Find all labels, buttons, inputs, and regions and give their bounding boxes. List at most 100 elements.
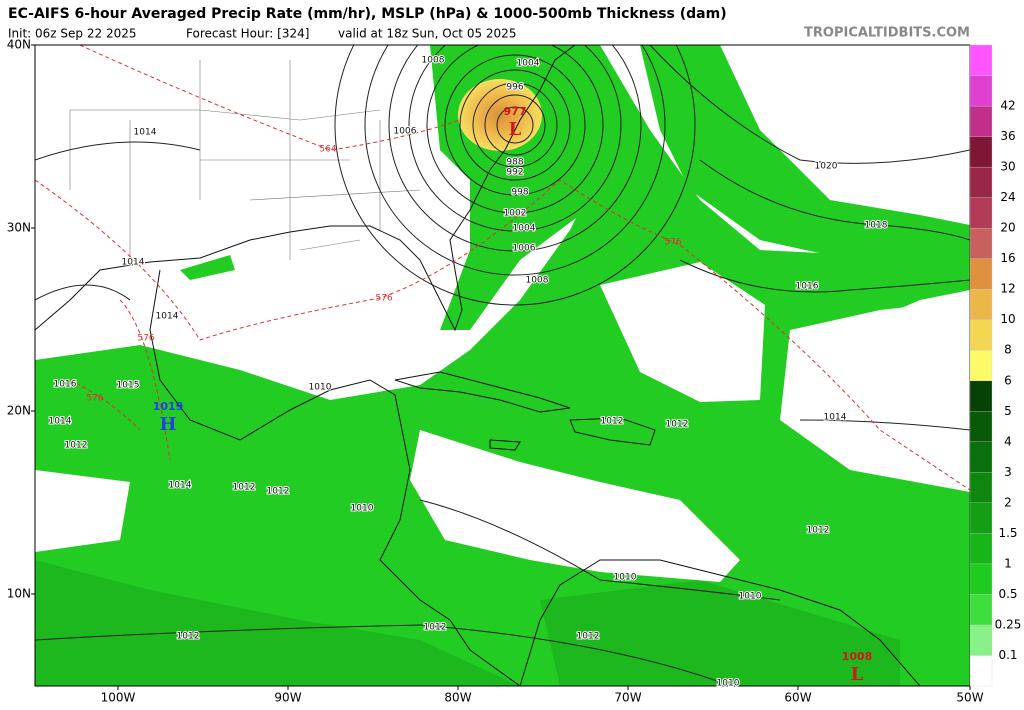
isobar-label: 1012 xyxy=(424,623,447,633)
colorbar-swatch xyxy=(969,563,993,595)
colorbar-label: 20 xyxy=(1000,221,1015,235)
isobar-label: 988 xyxy=(506,158,523,168)
isobar-label: 998 xyxy=(511,188,528,198)
lon-label: 90W xyxy=(274,691,301,705)
title: EC-AIFS 6-hour Averaged Precip Rate (mm/… xyxy=(8,6,727,22)
colorbar-label: 3 xyxy=(1004,465,1012,479)
colorbar-swatch xyxy=(969,227,993,259)
colorbar-label: 10 xyxy=(1000,312,1015,326)
credit: TROPICALTIDBITS.COM xyxy=(804,26,970,41)
valid-time: valid at 18z Sun, Oct 05 2025 xyxy=(338,27,516,41)
lon-label: 60W xyxy=(784,691,811,705)
colorbar-label: 30 xyxy=(1000,160,1015,174)
isobar-label: 1014 xyxy=(49,417,72,427)
isobar-label: 1014 xyxy=(134,128,157,138)
colorbar-swatch xyxy=(969,136,993,168)
pressure-center-symbol: H xyxy=(159,414,176,435)
colorbar-label: 2 xyxy=(1004,495,1012,509)
isobar-label: 1020 xyxy=(815,162,838,172)
isobar-label: 1002 xyxy=(504,209,527,219)
isobar-label: 1018 xyxy=(865,221,888,231)
isobar-label: 1004 xyxy=(517,59,540,69)
isobar-label: 1008 xyxy=(422,56,445,66)
colorbar-label: 16 xyxy=(1000,251,1015,265)
isobar-label: 1012 xyxy=(267,487,290,497)
colorbar-swatch xyxy=(969,105,993,137)
colorbar: 0.1 0.25 0.5 1 1.5 2 3 4 5 6 8 10 12 16 20 24 30 36 42 xyxy=(969,44,1022,687)
colorbar-label: 8 xyxy=(1004,343,1012,357)
colorbar-swatch xyxy=(969,380,993,412)
thickness-label: 576 xyxy=(137,334,154,344)
pressure-center-value: 1019 xyxy=(153,400,184,413)
pressure-center-value: 1008 xyxy=(842,650,873,663)
colorbar-label: 42 xyxy=(1000,99,1015,113)
colorbar-label: 1 xyxy=(1004,556,1012,570)
colorbar-label: 36 xyxy=(1000,129,1015,143)
isobar-label: 1014 xyxy=(169,481,192,491)
pressure-center-value: 977 xyxy=(504,105,527,118)
colorbar-swatch xyxy=(969,197,993,229)
colorbar-swatch xyxy=(969,502,993,534)
colorbar-label: 24 xyxy=(1000,190,1015,204)
isobar-label: 1006 xyxy=(394,127,417,137)
isobar-label: 996 xyxy=(506,83,523,93)
isobar-label: 1012 xyxy=(577,632,600,642)
map xyxy=(35,45,970,686)
colorbar-label: 6 xyxy=(1004,373,1012,387)
pressure-center-symbol: L xyxy=(509,119,522,140)
colorbar-swatch xyxy=(969,166,993,198)
colorbar-label: 0.5 xyxy=(998,587,1017,601)
isobar-label: 1010 xyxy=(739,592,762,602)
colorbar-swatch xyxy=(969,319,993,351)
colorbar-swatch xyxy=(969,350,993,381)
colorbar-swatch xyxy=(969,533,993,565)
lat-label: 20N xyxy=(7,404,31,418)
colorbar-swatch xyxy=(969,258,993,290)
isobar-label: 1010 xyxy=(309,383,332,393)
isobar-label: 1012 xyxy=(65,441,88,451)
isobar-label: 1014 xyxy=(156,312,179,322)
colorbar-label: 0.1 xyxy=(998,648,1017,662)
colorbar-swatch xyxy=(969,441,993,473)
isobar-label: 1004 xyxy=(513,224,536,234)
lon-label: 80W xyxy=(444,691,471,705)
isobar-label: 1010 xyxy=(717,679,740,689)
isobar-label: 1014 xyxy=(824,413,847,423)
lat-label: 40N xyxy=(7,38,31,52)
init: Init: 06z Sep 22 2025 xyxy=(8,27,136,41)
colorbar-swatch xyxy=(969,289,993,320)
colorbar-swatch xyxy=(969,655,993,687)
colorbar-swatch xyxy=(969,411,993,442)
isobar-label: 1012 xyxy=(807,526,830,536)
isobar-label: 1016 xyxy=(54,380,77,390)
lon-label: 50W xyxy=(956,691,983,705)
forecast-hour: Forecast Hour: [324] xyxy=(186,27,309,41)
isobar-label: 1006 xyxy=(513,244,536,254)
colorbar-label: 5 xyxy=(1004,404,1012,418)
lon-label: 70W xyxy=(614,691,641,705)
colorbar-swatch xyxy=(969,624,993,656)
isobar-label: 1008 xyxy=(526,276,549,286)
thickness-label: 564 xyxy=(319,145,336,155)
isobar-label: 1014 xyxy=(122,258,145,268)
isobar-label: 1012 xyxy=(177,632,200,642)
isobar-label: 1012 xyxy=(233,483,256,493)
isobar-label: 1012 xyxy=(666,420,689,430)
isobar-label: 1012 xyxy=(601,417,624,427)
lat-label: 10N xyxy=(7,587,31,601)
colorbar-label: 4 xyxy=(1004,434,1012,448)
isobar-label: 992 xyxy=(506,168,523,178)
isobar-label: 1015 xyxy=(117,381,140,391)
colorbar-swatch xyxy=(969,44,993,76)
thickness-label: 576 xyxy=(86,394,103,404)
thickness-label: 576 xyxy=(375,294,392,304)
isobar-label: 1010 xyxy=(351,504,374,514)
isobar-label: 1010 xyxy=(614,573,637,583)
thickness-label: 576 xyxy=(664,238,681,248)
colorbar-swatch xyxy=(969,472,993,504)
colorbar-swatch xyxy=(969,75,993,107)
colorbar-label: 0.25 xyxy=(995,617,1022,631)
colorbar-label: 12 xyxy=(1000,282,1015,296)
colorbar-swatch xyxy=(969,594,993,626)
